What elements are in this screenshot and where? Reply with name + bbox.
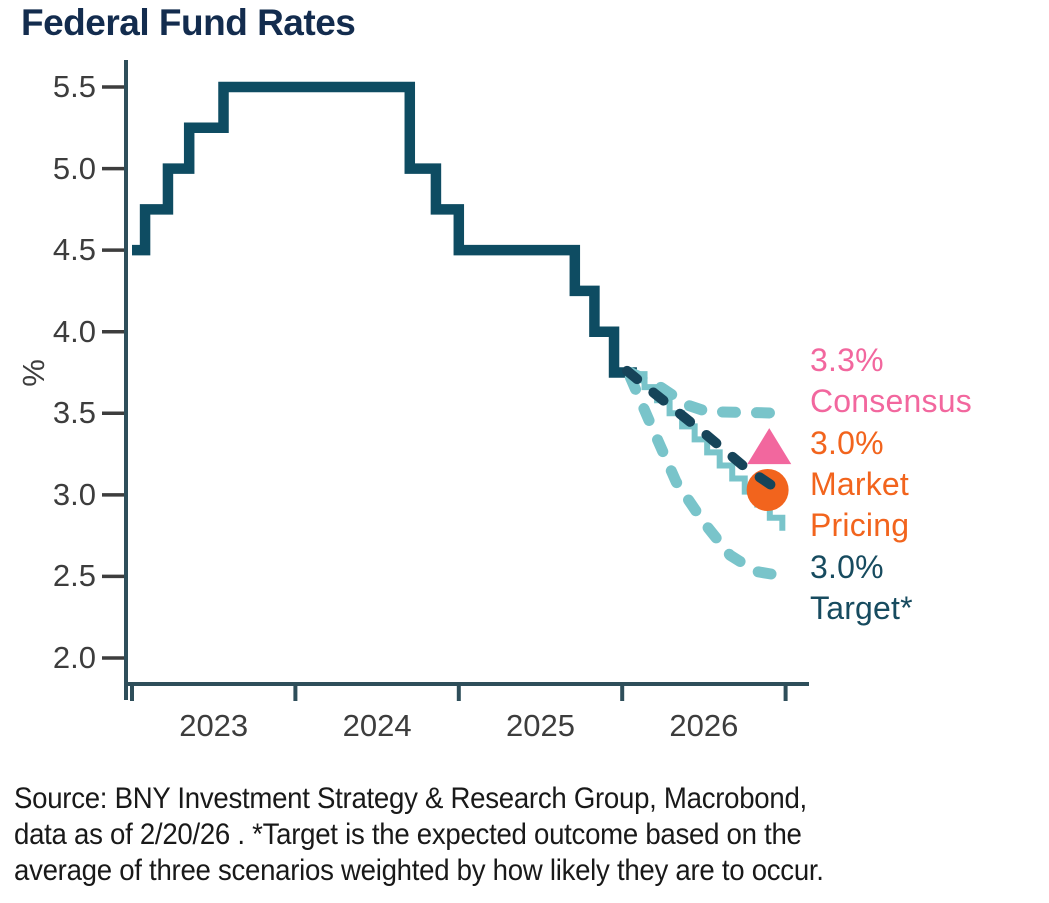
series-target-path [622, 365, 791, 500]
consensus-marker-icon [747, 428, 792, 465]
legend-item-market-pricing: 3.0% Market Pricing [810, 423, 972, 546]
y-tick-label: 3.5 [52, 395, 96, 431]
consensus-value: 3.3% [810, 342, 884, 378]
chart-title: Federal Fund Rates [21, 2, 356, 43]
y-tick-label: 5.0 [52, 150, 96, 186]
x-tick-label: 2026 [669, 708, 739, 743]
market-pricing-value: 3.0% [810, 425, 884, 461]
x-tick-label: 2025 [506, 708, 575, 743]
y-tick-label: 4.0 [52, 313, 96, 349]
x-tick-label: 2024 [342, 708, 412, 743]
legend-item-target: 3.0% Target* [810, 547, 972, 629]
series-scenario-range-upper [624, 366, 792, 419]
source-line-1: Source: BNY Investment Strategy & Resear… [14, 782, 807, 815]
target-label: Target* [810, 590, 913, 626]
y-tick-label: 2.5 [52, 558, 96, 594]
x-tick-label: 2023 [179, 708, 249, 743]
series-federal-funds-rate-history- [132, 81, 637, 378]
source-line-2: data as of 2/20/26 . *Target is the expe… [14, 818, 802, 851]
source-note: Source: BNY Investment Strategy & Resear… [14, 781, 1049, 889]
series-scenario-range-lower [624, 371, 792, 582]
target-value: 3.0% [810, 549, 884, 585]
market-pricing-marker-icon [746, 468, 789, 511]
legend-item-consensus: 3.3% Consensus [810, 340, 972, 422]
y-tick-label: 3.0 [52, 476, 96, 512]
annotation-legend: 3.3% Consensus 3.0% Market Pricing 3.0% … [810, 340, 972, 630]
y-tick-label: 4.5 [52, 232, 96, 268]
consensus-label: Consensus [810, 383, 972, 419]
source-line-3: average of three scenarios weighted by h… [14, 854, 824, 887]
market-pricing-label-1: Market [810, 466, 909, 502]
y-tick-label: 5.5 [52, 69, 96, 104]
y-tick-label: 2.0 [52, 639, 96, 675]
market-pricing-label-2: Pricing [810, 507, 910, 543]
